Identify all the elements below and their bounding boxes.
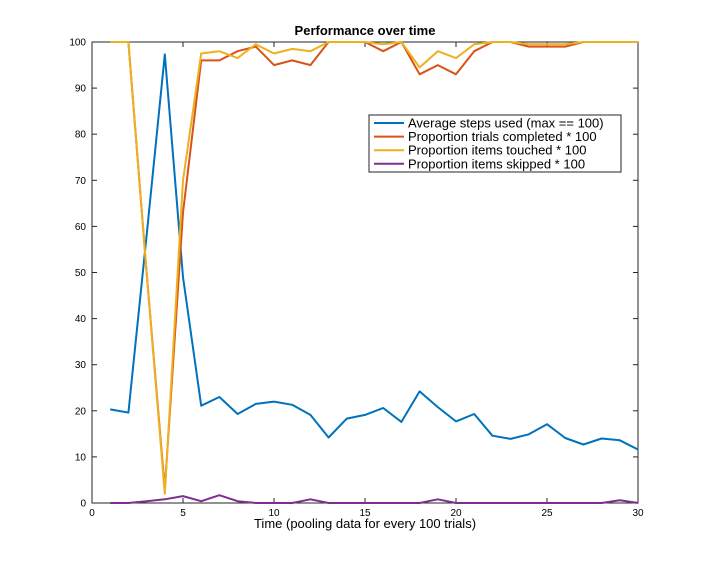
series-line-average-steps-used-max-100 <box>110 53 639 451</box>
x-tick-label: 0 <box>89 508 95 519</box>
y-tick-label: 20 <box>75 406 87 417</box>
y-tick-label: 100 <box>69 38 86 49</box>
y-tick-label: 80 <box>75 130 87 141</box>
legend-label: Proportion trials completed * 100 <box>408 129 597 144</box>
legend-label: Proportion items touched * 100 <box>408 143 587 158</box>
series-line-proportion-items-touched-100 <box>110 41 638 495</box>
axis-ticks: 0 5 10 15 20 25 30 0 10 20 30 40 50 60 70 80 90 100 <box>69 38 644 520</box>
series-lines <box>110 41 639 504</box>
legend-label: Proportion items skipped * 100 <box>408 156 585 171</box>
plot-area <box>91 41 639 504</box>
y-tick-label: 30 <box>75 360 87 371</box>
legend: Average steps used (max == 100)Proportio… <box>368 114 622 173</box>
x-tick-label: 5 <box>180 508 186 519</box>
y-tick-label: 70 <box>75 176 87 187</box>
x-tick-label: 20 <box>450 508 462 519</box>
legend-box <box>368 114 622 173</box>
x-tick-label: 25 <box>541 508 553 519</box>
series-line-proportion-trials-completed-100 <box>110 41 638 491</box>
y-tick-label: 40 <box>75 314 87 325</box>
x-tick-label: 30 <box>632 508 644 519</box>
series-line-proportion-items-skipped-100 <box>110 494 639 504</box>
y-tick-label: 10 <box>75 452 87 463</box>
y-tick-label: 60 <box>75 222 87 233</box>
chart-title: Performance over time <box>295 23 436 38</box>
y-tick-label: 50 <box>75 268 87 279</box>
y-tick-label: 0 <box>80 499 86 510</box>
legend-label: Average steps used (max == 100) <box>408 116 604 131</box>
x-axis-title: Time (pooling data for every 100 trials) <box>254 516 476 531</box>
x-tick-label: 15 <box>359 508 371 519</box>
x-tick-label: 10 <box>268 508 280 519</box>
y-tick-label: 90 <box>75 84 87 95</box>
